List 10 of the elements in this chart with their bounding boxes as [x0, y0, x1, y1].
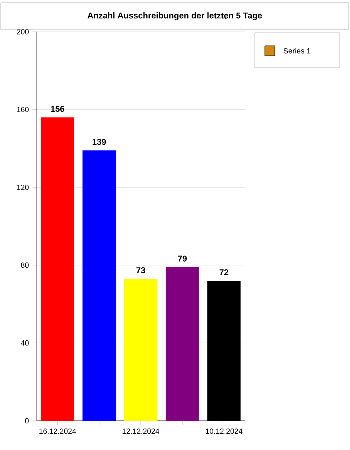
bar [166, 267, 200, 421]
data-label: 156 [51, 106, 65, 112]
bar [41, 118, 74, 421]
data-label: 139 [92, 139, 106, 146]
data-label: 72 [220, 270, 229, 276]
bar [82, 150, 116, 421]
chart-title: Anzahl Ausschreibungen der letzten 5 Tage [88, 12, 262, 20]
bar [124, 279, 158, 421]
data-label: 79 [178, 256, 187, 262]
data-label: 73 [136, 267, 146, 274]
